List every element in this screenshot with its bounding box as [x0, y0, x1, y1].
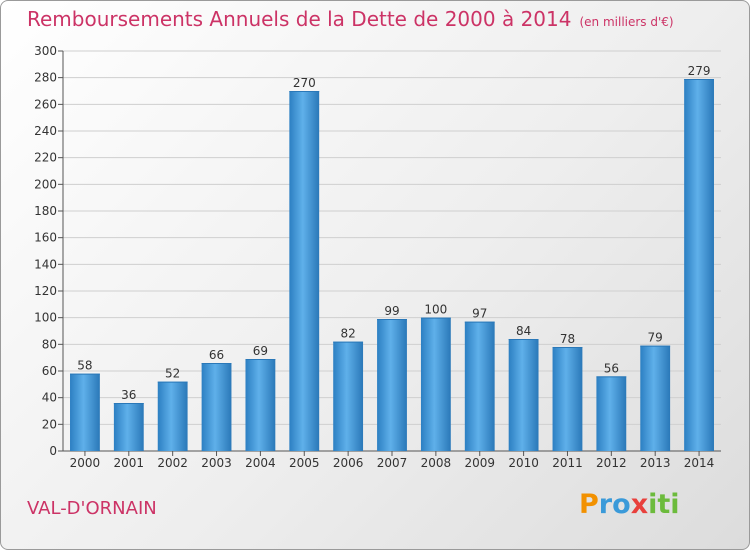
- x-tick-label-2007: 2007: [377, 456, 408, 470]
- chart-title: Remboursements Annuels de la Dette de 20…: [27, 7, 674, 31]
- logo-letter: i: [670, 489, 680, 520]
- y-tick-label: 240: [34, 124, 57, 138]
- bar-2011: [552, 347, 583, 451]
- bar-chart: 0 20 40 60 80 100 120 140 160 180 200 220 240 260 280 3…: [34, 44, 721, 470]
- y-tick-label: 160: [34, 231, 57, 245]
- y-tick-label: 100: [34, 311, 57, 325]
- x-tick-label-2010: 2010: [508, 456, 539, 470]
- y-tick-label: 0: [49, 444, 57, 458]
- y-tick-label: 40: [42, 391, 57, 405]
- y-tick-label: 260: [34, 97, 57, 111]
- x-tick-label-2004: 2004: [245, 456, 276, 470]
- bar-2003: [201, 363, 232, 451]
- logo-letter: o: [612, 489, 631, 520]
- x-tick-label-2012: 2012: [596, 456, 627, 470]
- value-label-2012: 56: [604, 361, 619, 375]
- y-tick-label: 300: [34, 44, 57, 58]
- value-label-2013: 79: [648, 331, 663, 345]
- value-label-2005: 270: [293, 76, 316, 90]
- y-tick-label: 140: [34, 257, 57, 271]
- x-tick-label-2006: 2006: [333, 456, 364, 470]
- y-tick-label: 60: [42, 364, 57, 378]
- bar-2005: [289, 91, 320, 451]
- bars: [70, 79, 714, 451]
- logo-letter: x: [630, 489, 649, 520]
- proxiti-logo: Proxiti: [579, 489, 680, 520]
- value-label-2006: 82: [340, 327, 355, 341]
- logo-letter: i: [648, 489, 658, 520]
- value-label-2014: 279: [688, 64, 711, 78]
- y-tick-label: 20: [42, 417, 57, 431]
- bar-2013: [640, 345, 671, 451]
- value-label-2000: 58: [77, 359, 92, 373]
- logo-letter: t: [657, 489, 671, 520]
- bar-2009: [464, 321, 495, 451]
- logo-letter: r: [598, 489, 613, 520]
- y-tick-label: 200: [34, 177, 57, 191]
- value-label-2003: 66: [209, 348, 224, 362]
- y-tick-label: 80: [42, 337, 57, 351]
- bar-2006: [333, 341, 364, 451]
- value-label-2008: 100: [424, 303, 447, 317]
- y-tick-label: 220: [34, 151, 57, 165]
- y-tick-label: 280: [34, 71, 57, 85]
- value-label-2007: 99: [384, 304, 399, 318]
- bar-2008: [420, 317, 451, 451]
- logo-letter: P: [579, 489, 599, 520]
- commune-name: VAL-D'ORNAIN: [27, 498, 157, 519]
- x-tick-label-2000: 2000: [70, 456, 101, 470]
- x-tick-label-2003: 2003: [201, 456, 232, 470]
- value-label-2001: 36: [121, 388, 136, 402]
- bar-2012: [596, 376, 627, 451]
- x-tick-label-2008: 2008: [421, 456, 452, 470]
- bar-2014: [684, 79, 714, 451]
- x-tick-label-2005: 2005: [289, 456, 320, 470]
- value-label-2011: 78: [560, 332, 575, 346]
- value-label-2002: 52: [165, 367, 180, 381]
- bar-2010: [508, 339, 539, 451]
- bar-2004: [245, 359, 276, 451]
- y-tick-label: 180: [34, 204, 57, 218]
- x-tick-label-2002: 2002: [157, 456, 188, 470]
- bar-2007: [377, 319, 407, 451]
- x-tick-label-2011: 2011: [552, 456, 583, 470]
- axes: 0 20 40 60 80 100 120 140 160 180 200 220 240 260 280 3…: [34, 44, 721, 470]
- y-tick-label: 120: [34, 284, 57, 298]
- value-label-2004: 69: [253, 344, 268, 358]
- x-tick-label-2013: 2013: [640, 456, 671, 470]
- x-tick-label-2009: 2009: [464, 456, 495, 470]
- value-label-2010: 84: [516, 324, 531, 338]
- value-label-2009: 97: [472, 307, 487, 321]
- chart-unit: (en milliers d'€): [579, 15, 674, 29]
- x-tick-label-2001: 2001: [114, 456, 145, 470]
- bar-2002: [157, 381, 188, 451]
- data-labels: 58 36 52 66 69 270 82 99 100 97 84 78 56 79 279: [77, 64, 710, 402]
- bar-2000: [70, 373, 100, 451]
- bar-2001: [113, 403, 144, 451]
- chart-title-text: Remboursements Annuels de la Dette de 20…: [27, 7, 572, 31]
- x-tick-label-2014: 2014: [684, 456, 715, 470]
